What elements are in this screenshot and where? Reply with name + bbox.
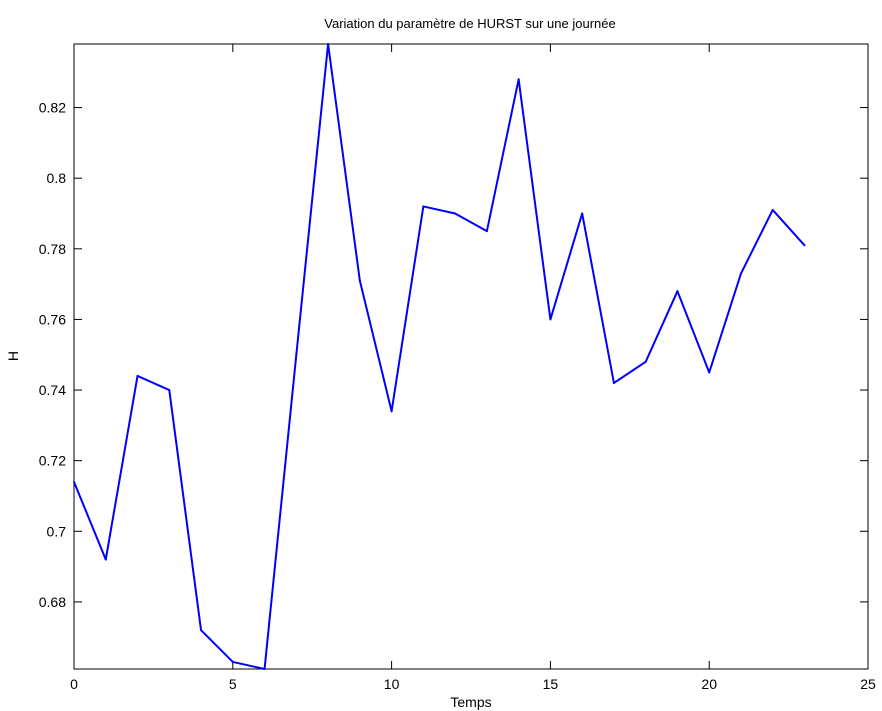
data-point	[485, 230, 488, 233]
y-tick-label: 0.74	[39, 382, 66, 398]
data-point	[581, 212, 584, 215]
chart-title: Variation du paramètre de HURST sur une …	[324, 16, 615, 31]
x-axis: 0 5 10 15 20 25	[70, 44, 876, 692]
data-point	[327, 43, 330, 45]
x-tick-label: 15	[543, 676, 559, 692]
data-point	[803, 244, 806, 247]
data-point	[295, 353, 298, 356]
y-tick-label: 0.72	[39, 453, 66, 469]
data-point	[708, 371, 711, 374]
y-axis: 0.68 0.7 0.72 0.74 0.76 0.78 0.8 0.82	[39, 100, 868, 610]
data-point	[549, 318, 552, 321]
data-point	[73, 480, 75, 483]
data-point	[454, 212, 457, 215]
x-tick-label: 25	[860, 676, 876, 692]
data-point	[422, 205, 425, 208]
data-point	[136, 374, 139, 377]
series-line	[73, 43, 806, 670]
data-point	[263, 668, 266, 670]
data-point	[612, 381, 615, 384]
x-axis-label: Temps	[450, 694, 491, 710]
data-point	[739, 272, 742, 275]
y-tick-label: 0.78	[39, 241, 66, 257]
data-point	[676, 290, 679, 293]
y-tick-label: 0.7	[47, 523, 67, 539]
x-tick-label: 0	[70, 676, 78, 692]
y-axis-label: H	[5, 351, 21, 361]
data-point	[644, 360, 647, 363]
data-point	[771, 208, 774, 211]
y-tick-label: 0.68	[39, 594, 66, 610]
x-tick-label: 10	[384, 676, 400, 692]
plot-area	[73, 43, 869, 670]
y-tick-label: 0.8	[47, 170, 67, 186]
y-tick-label: 0.76	[39, 311, 66, 327]
x-tick-label: 5	[229, 676, 237, 692]
series-layer	[73, 43, 806, 670]
data-point	[231, 660, 234, 663]
data-point	[200, 629, 203, 632]
x-tick-label: 20	[701, 676, 717, 692]
data-point	[517, 78, 520, 81]
data-point	[390, 410, 393, 413]
data-point	[104, 558, 107, 561]
data-point	[168, 389, 171, 392]
data-point	[358, 279, 361, 282]
y-tick-label: 0.82	[39, 100, 66, 116]
